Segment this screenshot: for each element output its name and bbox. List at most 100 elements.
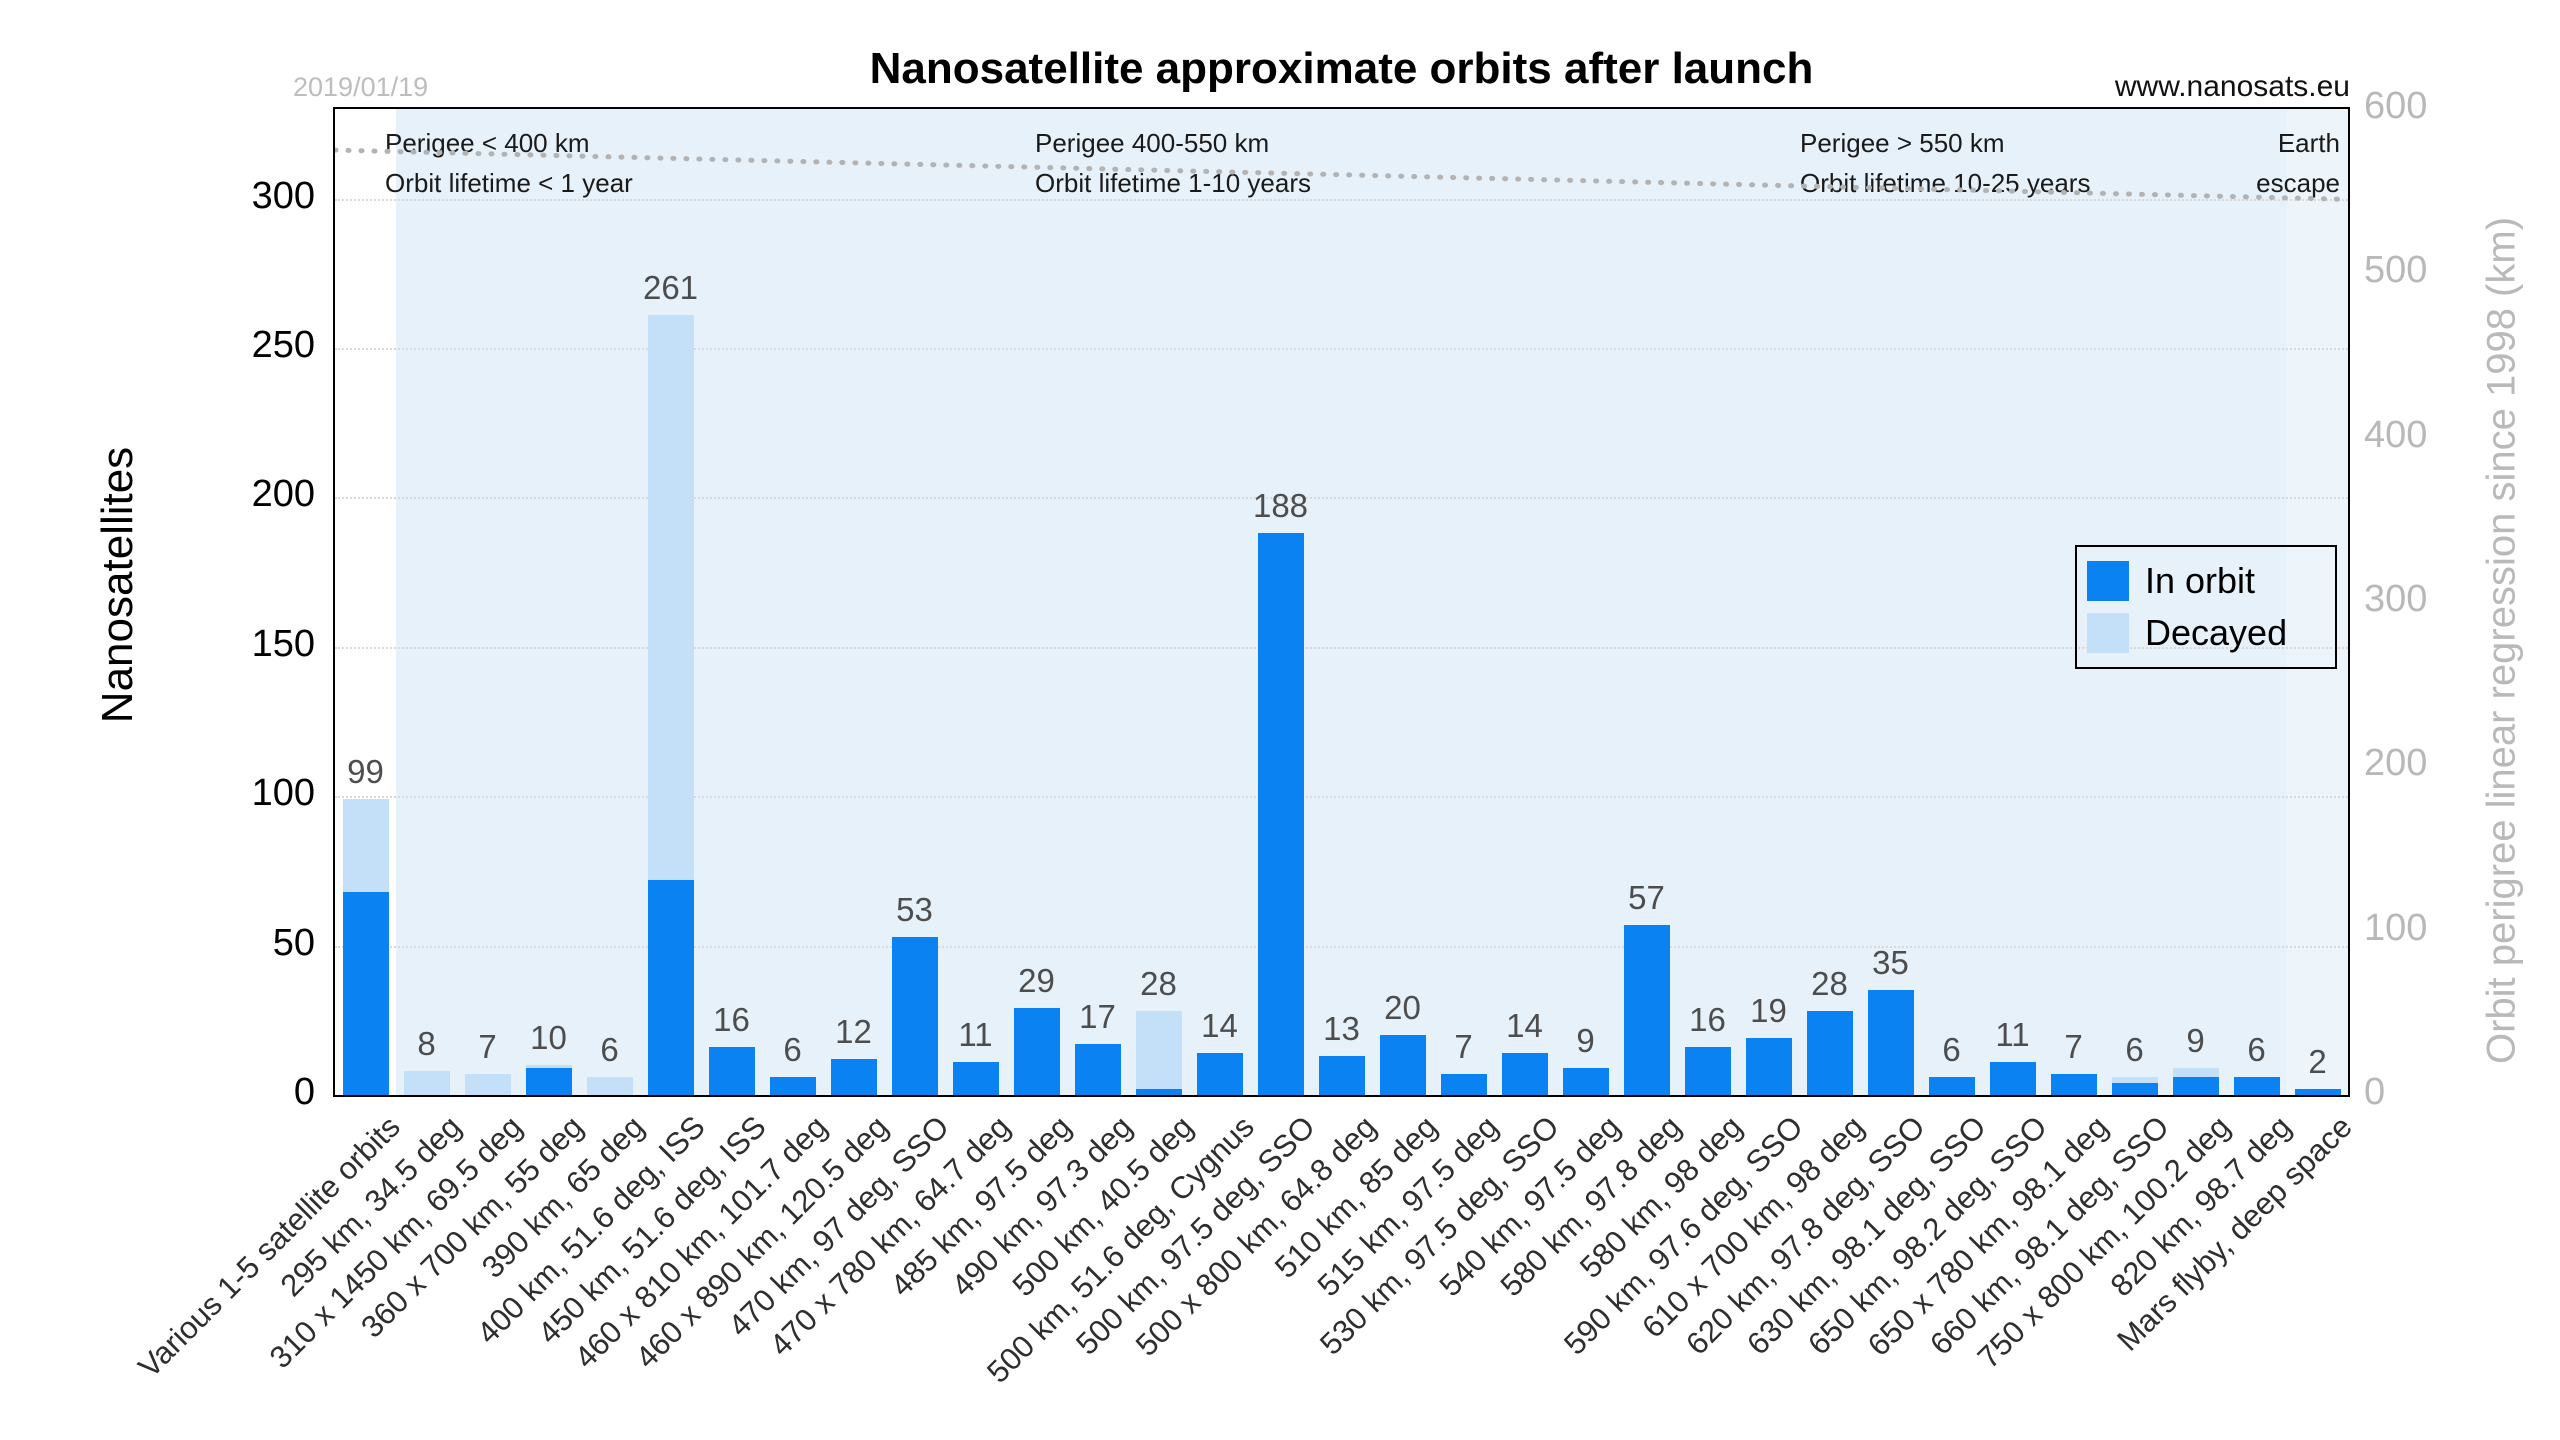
bar-value-label: 7 (1454, 1028, 1473, 1066)
right-tick-500: 500 (2364, 249, 2428, 292)
bar-slot: 35 (1860, 109, 1921, 1095)
perigee-band-1 (396, 109, 640, 1095)
bar-slot: 188 (1250, 109, 1311, 1095)
left-tick-300: 300 (251, 174, 315, 217)
watermark-link[interactable]: www.nanosats.eu (2114, 70, 2350, 103)
bar-value-label: 17 (1079, 998, 1116, 1036)
bar-slot: 57 (1616, 109, 1677, 1095)
legend-swatch-in-orbit (2087, 561, 2129, 601)
right-axis-title: Orbit perigree linear regression since 1… (2479, 216, 2524, 1065)
bar-value-label: 53 (896, 890, 933, 928)
bar-slot: 53 (884, 109, 945, 1095)
bar-value-label: 188 (1252, 487, 1309, 525)
region-header-line1: Perigee 400-550 km (1035, 128, 1270, 158)
bar-slot: 6 (2226, 109, 2287, 1095)
bar-slot: 9 (1555, 109, 1616, 1095)
bar-value-label: 13 (1323, 1010, 1360, 1048)
region-header-line2: escape (2256, 168, 2340, 199)
bar-slot: 20 (1372, 109, 1433, 1095)
bar-slot: 6 (2104, 109, 2165, 1095)
bar-value-label: 6 (600, 1031, 619, 1069)
bar-decayed (2111, 1077, 2158, 1084)
trend-line-layer (335, 147, 2348, 202)
bar-slot: 16 (1677, 109, 1738, 1095)
bar-in-orbit (1074, 1044, 1121, 1095)
region-header-3: Perigee > 550 km Orbit lifetime 10-25 yea… (1800, 123, 2090, 204)
legend: In orbit Decayed (2075, 545, 2337, 669)
bar-value-label: 6 (1942, 1031, 1961, 1069)
bar-slot: 13 (1311, 109, 1372, 1095)
bar-value-label: 2 (2308, 1043, 2327, 1081)
bar-slot: 261 (640, 109, 701, 1095)
bar-value-label: 14 (1201, 1007, 1238, 1045)
bar-slot: 11 (945, 109, 1006, 1095)
legend-swatch-decayed (2087, 613, 2129, 653)
region-header-line2: Orbit lifetime 10-25 years (1800, 168, 2091, 199)
perigee-regression-line (335, 147, 2348, 202)
bar-in-orbit (1379, 1035, 1426, 1095)
chart-title: Nanosatellite approximate orbits after l… (869, 44, 1814, 93)
bar-value-label: 8 (417, 1025, 436, 1063)
bar-slot: 16 (701, 109, 762, 1095)
bar-in-orbit (1684, 1047, 1731, 1095)
gridline-100 (335, 796, 2348, 799)
bar-value-label: 261 (642, 269, 699, 307)
bar-decayed (342, 799, 389, 892)
bar-value-label: 28 (1140, 965, 1177, 1003)
bar-in-orbit (1318, 1056, 1365, 1095)
region-header-line2: Orbit lifetime < 1 year (385, 168, 633, 199)
right-tick-300: 300 (2364, 578, 2428, 620)
left-axis-title: Nanosatellites (93, 446, 142, 724)
bar-decayed (1135, 1011, 1182, 1090)
plot-area: Perigee < 400 km Orbit lifetime < 1 year P… (333, 107, 2350, 1097)
legend-label: In orbit (2145, 560, 2256, 601)
bar-value-label: 35 (1872, 944, 1909, 982)
right-tick-0: 0 (2364, 1071, 2386, 1113)
bar-decayed (647, 315, 694, 880)
bar-in-orbit (1562, 1068, 1609, 1095)
left-tick-200: 200 (251, 473, 315, 516)
region-header-4: Earth escape (2256, 123, 2340, 204)
region-header-1: Perigee < 400 km Orbit lifetime < 1 year (385, 123, 633, 204)
legend-row-in-orbit: In orbit (2087, 555, 2325, 607)
bar-in-orbit (2294, 1089, 2341, 1095)
bar-in-orbit (525, 1068, 572, 1095)
region-header-line2: Orbit lifetime 1-10 years (1035, 168, 1311, 199)
region-header-line1: Earth (2277, 128, 2340, 158)
bar-decayed (403, 1071, 450, 1095)
bar-value-label: 6 (2247, 1031, 2266, 1069)
bar-value-label: 16 (1689, 1001, 1726, 1039)
bar-decayed (2172, 1068, 2219, 1078)
bar-in-orbit (891, 936, 938, 1095)
bar-value-label: 11 (958, 1016, 993, 1054)
bar-value-label: 57 (1628, 878, 1665, 916)
right-tick-400: 400 (2364, 413, 2428, 456)
perigee-band-4 (2287, 109, 2348, 1095)
bar-value-label: 6 (783, 1031, 802, 1069)
left-tick-0: 0 (293, 1071, 315, 1113)
bar-value-label: 14 (1506, 1007, 1543, 1045)
bar-slot: 14 (1494, 109, 1555, 1095)
bar-slot: 10 (518, 109, 579, 1095)
bar-in-orbit (1745, 1038, 1792, 1095)
bar-value-label: 9 (2186, 1022, 2205, 1060)
bar-value-label: 19 (1750, 992, 1787, 1030)
bar-slot: 29 (1006, 109, 1067, 1095)
perigee-band-3 (1616, 109, 2287, 1095)
right-tick-200: 200 (2364, 742, 2428, 785)
region-header-line1: Perigee < 400 km (385, 128, 590, 158)
bar-value-label: 29 (1018, 962, 1055, 1000)
bar-slot: 9 (2165, 109, 2226, 1095)
bar-in-orbit (1989, 1062, 2036, 1095)
chart-date: 2019/01/19 (293, 72, 429, 102)
bar-slot: 14 (1189, 109, 1250, 1095)
region-header-2: Perigee 400-550 km Orbit lifetime 1-10 ye… (1035, 123, 1311, 204)
right-tick-100: 100 (2364, 906, 2428, 949)
bar-slot: 7 (2043, 109, 2104, 1095)
bar-slot: 28 (1799, 109, 1860, 1095)
bar-slot: 8 (396, 109, 457, 1095)
bar-slot: 6 (579, 109, 640, 1095)
bar-in-orbit (952, 1062, 999, 1095)
bar-slot: 7 (457, 109, 518, 1095)
